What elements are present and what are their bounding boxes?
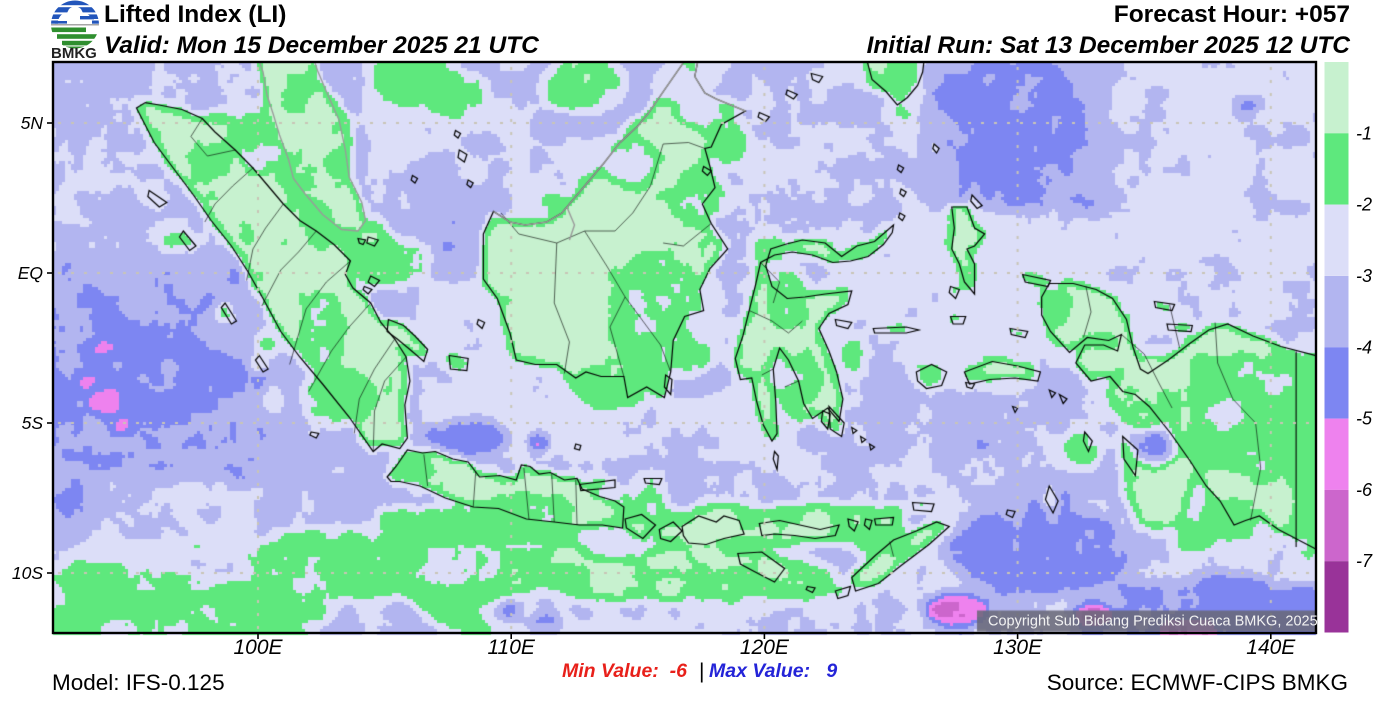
svg-text:120E: 120E <box>740 636 790 659</box>
svg-text:140E: 140E <box>1246 636 1296 659</box>
svg-text:-7: -7 <box>1356 551 1373 571</box>
svg-text:Copyright Sub Bidang Prediksi: Copyright Sub Bidang Prediksi Cuaca BMKG… <box>988 614 1318 630</box>
svg-text:-2: -2 <box>1356 195 1372 215</box>
svg-text:100E: 100E <box>233 636 283 659</box>
svg-text:|: | <box>699 660 704 683</box>
svg-text:Source: ECMWF-CIPS BMKG: Source: ECMWF-CIPS BMKG <box>1047 670 1348 695</box>
svg-text:-1: -1 <box>1356 123 1372 143</box>
svg-text:130E: 130E <box>993 636 1043 659</box>
svg-text:-3: -3 <box>1356 266 1372 286</box>
svg-text:-4: -4 <box>1356 337 1372 357</box>
svg-text:5S: 5S <box>22 413 44 433</box>
svg-text:-6: -6 <box>1356 480 1373 500</box>
svg-text:-5: -5 <box>1356 409 1373 429</box>
svg-text:Lifted Index (LI): Lifted Index (LI) <box>104 1 286 28</box>
svg-text:110E: 110E <box>487 636 535 659</box>
svg-text:Valid: Mon 15 December 2025 21: Valid: Mon 15 December 2025 21 UTC <box>104 32 539 59</box>
svg-text:Max Value: 9: Max Value: 9 <box>709 660 837 682</box>
svg-text:10S: 10S <box>12 563 43 583</box>
svg-text:Initial Run: Sat 13 December 2: Initial Run: Sat 13 December 2025 12 UTC <box>867 32 1351 59</box>
svg-text:BMKG: BMKG <box>51 45 97 62</box>
svg-text:Model: IFS-0.125: Model: IFS-0.125 <box>52 670 225 695</box>
svg-text:Forecast Hour: +057: Forecast Hour: +057 <box>1114 1 1350 28</box>
svg-text:Min Value: -6: Min Value: -6 <box>562 660 687 682</box>
svg-text:5N: 5N <box>21 113 44 133</box>
svg-text:EQ: EQ <box>18 263 44 283</box>
